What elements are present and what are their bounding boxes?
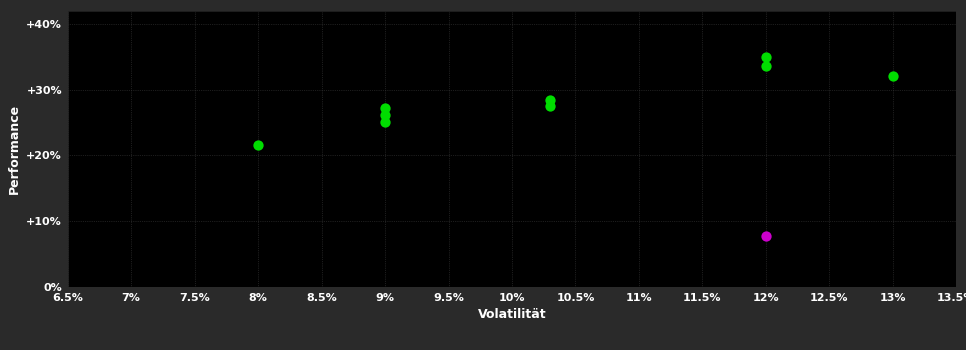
Point: [758, 63, 774, 69]
Point: [758, 233, 774, 238]
X-axis label: Volatilität: Volatilität: [477, 308, 547, 321]
Point: [885, 74, 900, 79]
Point: [378, 105, 393, 111]
Point: [542, 103, 557, 109]
Point: [758, 54, 774, 60]
Point: [250, 143, 266, 148]
Point: [378, 112, 393, 118]
Point: [378, 120, 393, 125]
Y-axis label: Performance: Performance: [8, 104, 20, 194]
Point: [542, 97, 557, 103]
